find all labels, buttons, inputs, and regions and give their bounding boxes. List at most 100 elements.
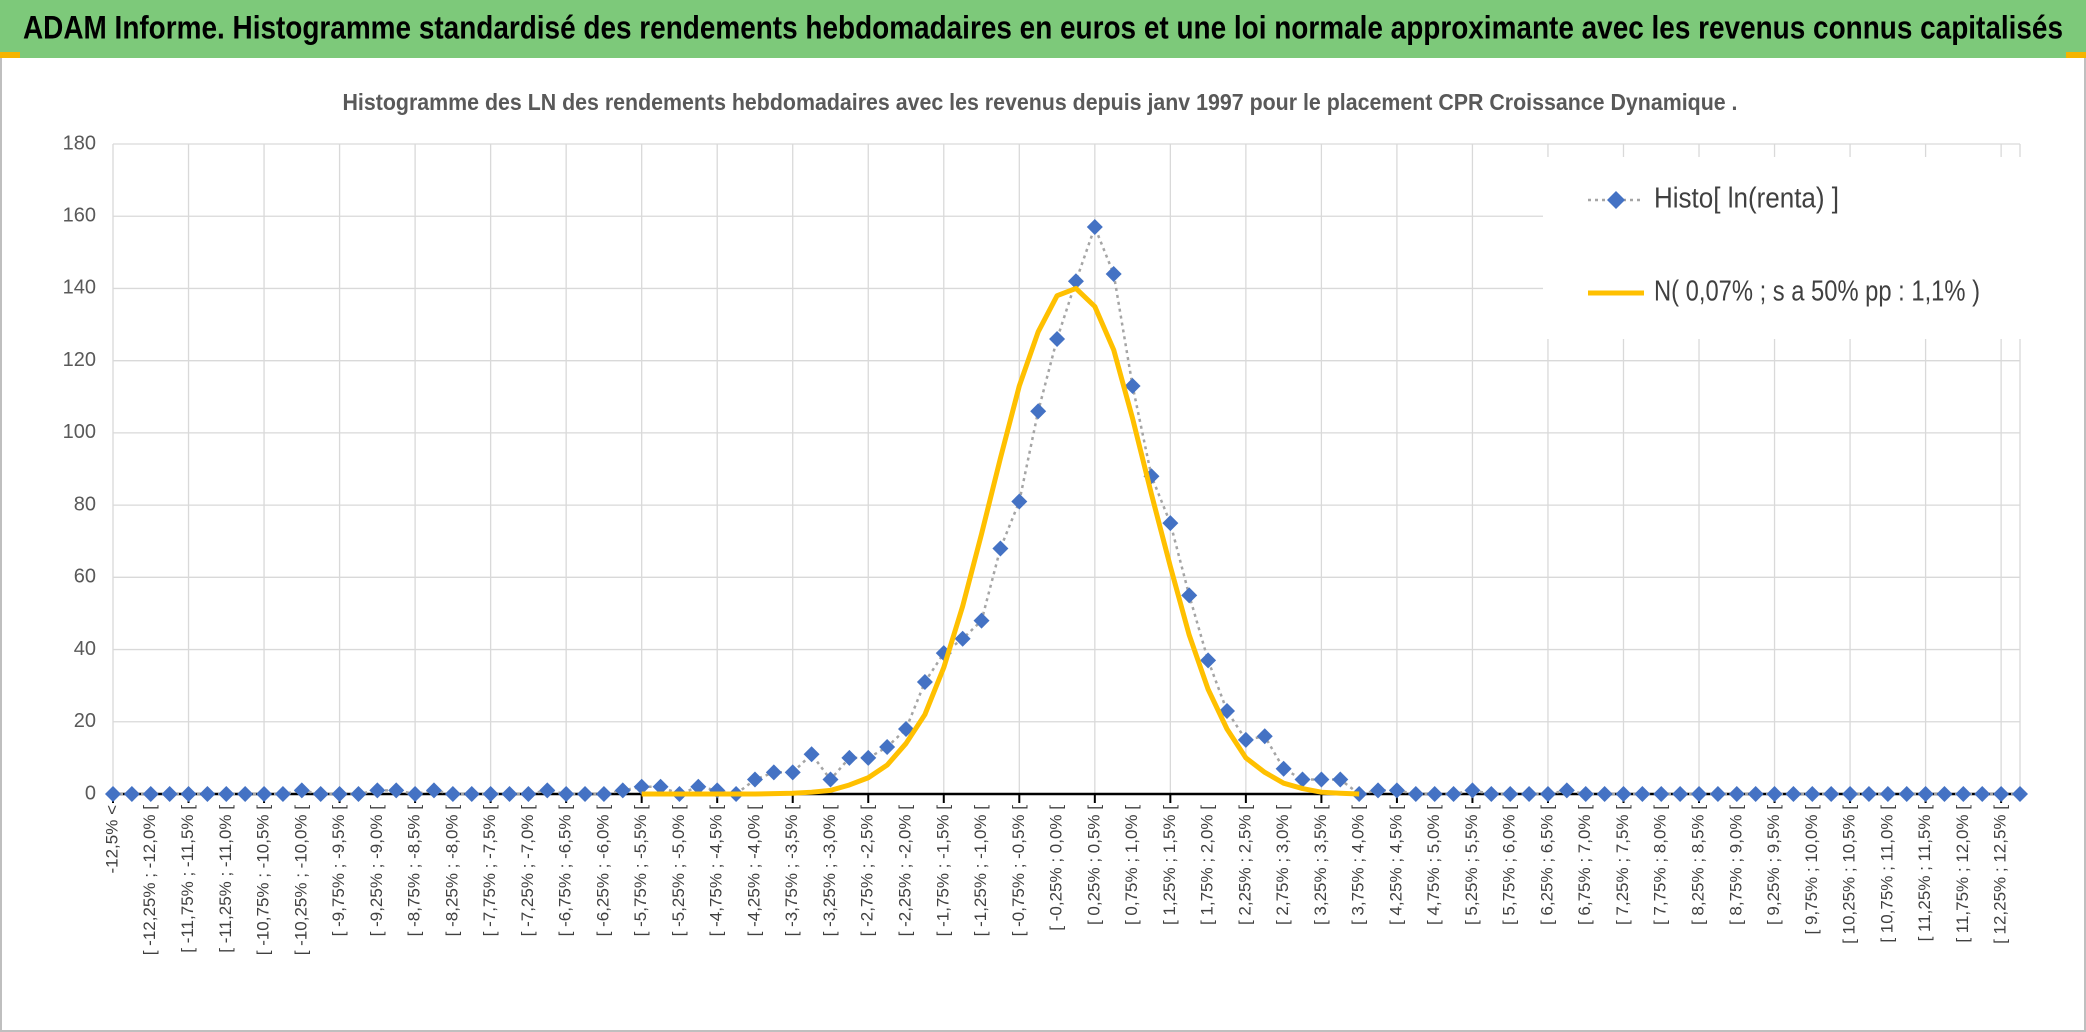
data-point <box>1974 786 1991 802</box>
x-tick-label: [ -0,25% ; 0,0% [ <box>1047 805 1066 931</box>
data-point <box>1691 786 1708 802</box>
legend-box <box>1543 157 2021 339</box>
chart-title: ADAM Informe. Histogramme standardisé de… <box>23 9 2063 45</box>
x-tick-label: [ 4,75% ; 5,0% [ <box>1424 805 1443 925</box>
data-point <box>841 749 858 766</box>
data-point <box>1426 786 1443 802</box>
x-tick-label: [ -7,75% ; -7,5% [ <box>480 805 499 937</box>
data-point <box>1162 515 1179 532</box>
x-tick-label: [ 10,75% ; 11,0% [ <box>1877 805 1896 943</box>
data-point <box>482 786 499 802</box>
x-tick-label: [ -9,25% ; -9,0% [ <box>367 805 386 937</box>
x-tick-label: [ -3,25% ; -3,0% [ <box>820 805 839 937</box>
data-point <box>1615 786 1632 802</box>
x-tick-label: [ 2,75% ; 3,0% [ <box>1273 805 1292 925</box>
data-point <box>142 786 159 802</box>
x-tick-label: [ -11,75% ; -11,5% [ <box>178 805 197 953</box>
x-tick-label: [ 1,75% ; 2,0% [ <box>1198 805 1217 925</box>
data-point <box>784 764 801 781</box>
title-banner <box>0 0 2086 58</box>
y-tick-label: 100 <box>63 421 96 443</box>
data-point <box>407 786 424 802</box>
x-tick-label: [ 6,25% ; 6,5% [ <box>1537 805 1556 925</box>
data-point <box>331 786 348 802</box>
data-point <box>1502 786 1519 802</box>
data-point <box>161 786 178 802</box>
legend-label: N( 0,07% ; s a 50% pp : 1,1% ) <box>1654 276 1980 308</box>
series-line <box>641 285 1360 797</box>
legend-marker <box>1607 191 1625 209</box>
data-point <box>1030 403 1047 420</box>
data-point <box>1577 786 1594 802</box>
x-tick-label: [ -8,75% ; -8,5% [ <box>405 805 424 937</box>
data-point <box>558 786 575 802</box>
data-point <box>1766 786 1783 802</box>
x-tick-label: [ -2,75% ; -2,5% [ <box>858 805 877 937</box>
data-point <box>1294 771 1311 788</box>
data-point <box>1464 782 1481 799</box>
data-point <box>293 782 310 799</box>
data-point <box>1086 219 1103 236</box>
data-point <box>765 764 782 781</box>
x-tick-label: [ 8,25% ; 8,5% [ <box>1689 805 1708 925</box>
data-point <box>388 782 405 799</box>
x-tick-label: [ -5,75% ; -5,5% [ <box>631 805 650 937</box>
data-point <box>218 786 235 802</box>
data-point <box>1275 760 1292 777</box>
data-point <box>1709 786 1726 802</box>
x-tick-label: [ -1,75% ; -1,5% [ <box>933 805 952 937</box>
data-point <box>1993 786 2010 802</box>
y-tick-label: 20 <box>74 710 96 732</box>
data-point <box>1200 652 1217 669</box>
data-point <box>746 771 763 788</box>
data-point <box>1370 782 1387 799</box>
y-tick-label: 0 <box>85 782 96 804</box>
data-point <box>652 778 669 795</box>
x-tick-label: [ 2,25% ; 2,5% [ <box>1235 805 1254 925</box>
data-point <box>2012 786 2028 802</box>
data-point <box>1672 786 1689 802</box>
x-tick-label: [ 4,25% ; 4,5% [ <box>1386 805 1405 925</box>
data-point <box>1804 786 1821 802</box>
data-point <box>633 778 650 795</box>
data-point <box>1917 786 1934 802</box>
y-tick-label: 40 <box>74 638 96 660</box>
data-point <box>256 786 273 802</box>
data-point <box>501 786 518 802</box>
x-tick-label: [ 10,25% ; 10,5% [ <box>1840 805 1859 944</box>
data-point <box>1936 786 1953 802</box>
data-point <box>1842 786 1859 802</box>
y-tick-label: 60 <box>74 566 96 588</box>
y-tick-label: 80 <box>74 493 96 515</box>
data-point <box>1181 587 1198 604</box>
data-point <box>1067 273 1084 290</box>
data-point <box>444 786 461 802</box>
x-tick-label: [ 7,75% ; 8,0% [ <box>1651 805 1670 925</box>
x-tick-label: [ -6,25% ; -6,0% [ <box>593 805 612 937</box>
x-tick-label: [ -0,75% ; -0,5% [ <box>1009 805 1028 937</box>
x-tick-label: [ -7,25% ; -7,0% [ <box>518 805 537 937</box>
y-tick-label: 160 <box>63 205 96 227</box>
x-tick-label: [ -1,25% ; -1,0% [ <box>971 805 990 937</box>
x-tick-label: [ 3,75% ; 4,0% [ <box>1349 805 1368 925</box>
x-tick-label: [ -6,75% ; -6,5% [ <box>556 805 575 937</box>
data-point <box>180 786 197 802</box>
data-point <box>1558 782 1575 799</box>
x-tick-label: [ -10,75% ; -10,5% [ <box>254 805 273 956</box>
data-point <box>1124 377 1141 394</box>
data-point <box>822 771 839 788</box>
data-point <box>369 782 386 799</box>
data-point <box>199 786 216 802</box>
x-tick-label: [ -8,25% ; -8,0% [ <box>442 805 461 937</box>
data-point <box>992 540 1009 557</box>
series-line <box>113 225 2020 796</box>
x-tick-label: [ -11,25% ; -11,0% [ <box>216 805 235 953</box>
data-point <box>973 612 990 629</box>
data-point <box>577 786 594 802</box>
data-point <box>1332 771 1349 788</box>
x-tick-label: [ 7,25% ; 7,5% [ <box>1613 805 1632 925</box>
data-point <box>1521 786 1538 802</box>
x-tick-label: [ 6,75% ; 7,0% [ <box>1575 805 1594 925</box>
data-point <box>1445 786 1462 802</box>
data-point <box>1105 266 1122 282</box>
